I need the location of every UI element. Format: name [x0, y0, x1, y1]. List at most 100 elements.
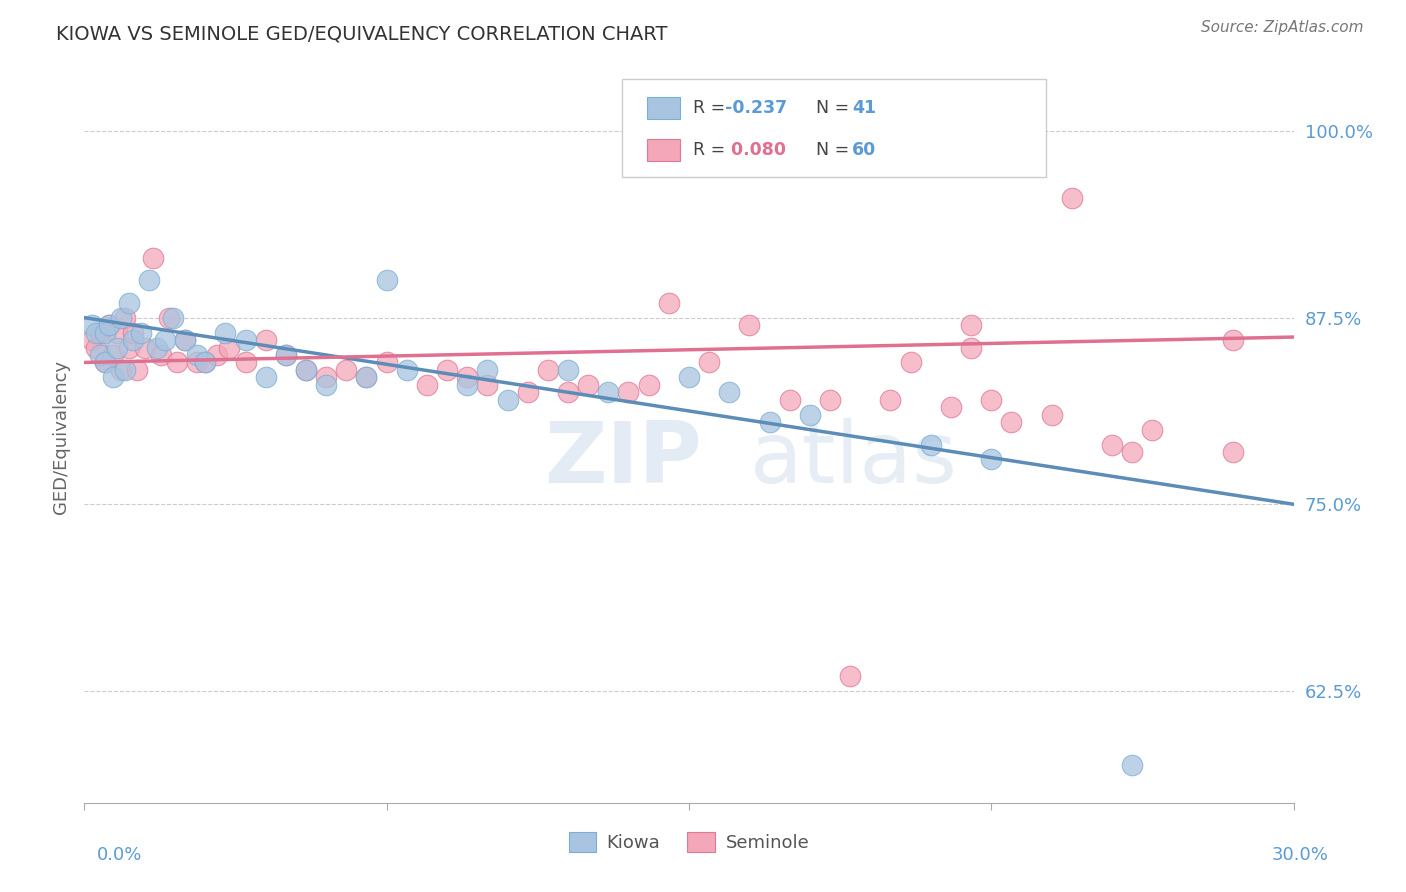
Point	[97, 318, 120, 332]
Text: KIOWA VS SEMINOLE GED/EQUIVALENCY CORRELATION CHART: KIOWA VS SEMINOLE GED/EQUIVALENCY CORREL…	[56, 25, 668, 44]
Point	[93, 355, 115, 369]
Text: Source: ZipAtlas.com: Source: ZipAtlas.com	[1201, 20, 1364, 35]
Point	[960, 318, 983, 332]
Point	[960, 341, 983, 355]
Point	[617, 385, 640, 400]
Point	[166, 355, 188, 369]
Point	[758, 415, 780, 429]
Point	[157, 310, 180, 325]
Point	[939, 401, 962, 415]
Point	[86, 341, 108, 355]
Point	[138, 273, 160, 287]
Point	[194, 355, 217, 369]
Point	[637, 377, 659, 392]
Point	[194, 355, 217, 369]
Point	[1222, 445, 1244, 459]
Point	[105, 341, 128, 355]
Text: ZIP: ZIP	[544, 417, 702, 500]
Point	[114, 310, 136, 325]
Point	[678, 370, 700, 384]
Point	[375, 355, 398, 369]
Point	[93, 326, 115, 340]
Point	[1121, 445, 1143, 459]
Point	[82, 333, 104, 347]
Text: -0.237: -0.237	[725, 99, 787, 117]
Point	[295, 363, 318, 377]
Point	[186, 348, 208, 362]
Point	[93, 355, 115, 369]
Text: N =: N =	[815, 99, 855, 117]
FancyBboxPatch shape	[647, 97, 681, 119]
Point	[839, 669, 862, 683]
Text: R =: R =	[693, 99, 730, 117]
Point	[356, 370, 378, 384]
Point	[110, 363, 132, 377]
Point	[235, 333, 257, 347]
Point	[576, 377, 599, 392]
Point	[105, 326, 128, 340]
Point	[537, 363, 560, 377]
Point	[477, 363, 499, 377]
FancyBboxPatch shape	[623, 78, 1046, 178]
Point	[557, 363, 579, 377]
Point	[980, 392, 1002, 407]
Text: R =: R =	[693, 141, 730, 159]
Point	[375, 273, 398, 287]
Point	[738, 318, 761, 332]
Point	[207, 348, 229, 362]
Text: 41: 41	[852, 99, 876, 117]
Point	[118, 295, 141, 310]
Point	[274, 348, 297, 362]
Point	[146, 341, 169, 355]
Point	[335, 363, 357, 377]
Point	[697, 355, 720, 369]
Point	[134, 341, 156, 355]
Point	[315, 377, 337, 392]
Text: N =: N =	[815, 141, 855, 159]
Point	[118, 341, 141, 355]
Point	[779, 392, 801, 407]
Point	[89, 326, 111, 340]
Point	[879, 392, 901, 407]
Point	[121, 333, 143, 347]
Legend: Kiowa, Seminole: Kiowa, Seminole	[561, 824, 817, 860]
Point	[101, 370, 124, 384]
Point	[598, 385, 620, 400]
Point	[1060, 191, 1083, 205]
Point	[153, 333, 176, 347]
FancyBboxPatch shape	[647, 138, 681, 161]
Text: 30.0%: 30.0%	[1272, 846, 1329, 863]
Point	[1121, 758, 1143, 772]
Point	[142, 251, 165, 265]
Point	[121, 326, 143, 340]
Point	[89, 348, 111, 362]
Point	[456, 377, 478, 392]
Point	[254, 333, 277, 347]
Point	[110, 310, 132, 325]
Point	[162, 310, 184, 325]
Point	[920, 437, 942, 451]
Point	[274, 348, 297, 362]
Point	[1222, 333, 1244, 347]
Point	[395, 363, 418, 377]
Point	[254, 370, 277, 384]
Point	[416, 377, 439, 392]
Point	[174, 333, 197, 347]
Point	[315, 370, 337, 384]
Point	[456, 370, 478, 384]
Point	[186, 355, 208, 369]
Point	[356, 370, 378, 384]
Text: 60: 60	[852, 141, 876, 159]
Point	[1101, 437, 1123, 451]
Y-axis label: GED/Equivalency: GED/Equivalency	[52, 360, 70, 514]
Point	[218, 341, 240, 355]
Point	[295, 363, 318, 377]
Point	[1040, 408, 1063, 422]
Point	[86, 326, 108, 340]
Point	[557, 385, 579, 400]
Point	[101, 348, 124, 362]
Point	[980, 452, 1002, 467]
Point	[214, 326, 236, 340]
Point	[1142, 423, 1164, 437]
Point	[818, 392, 841, 407]
